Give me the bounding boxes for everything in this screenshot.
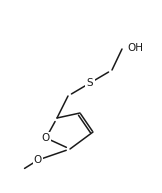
Text: O: O bbox=[42, 133, 50, 143]
Text: S: S bbox=[87, 78, 93, 88]
Text: OH: OH bbox=[127, 43, 143, 53]
Text: O: O bbox=[34, 155, 42, 165]
